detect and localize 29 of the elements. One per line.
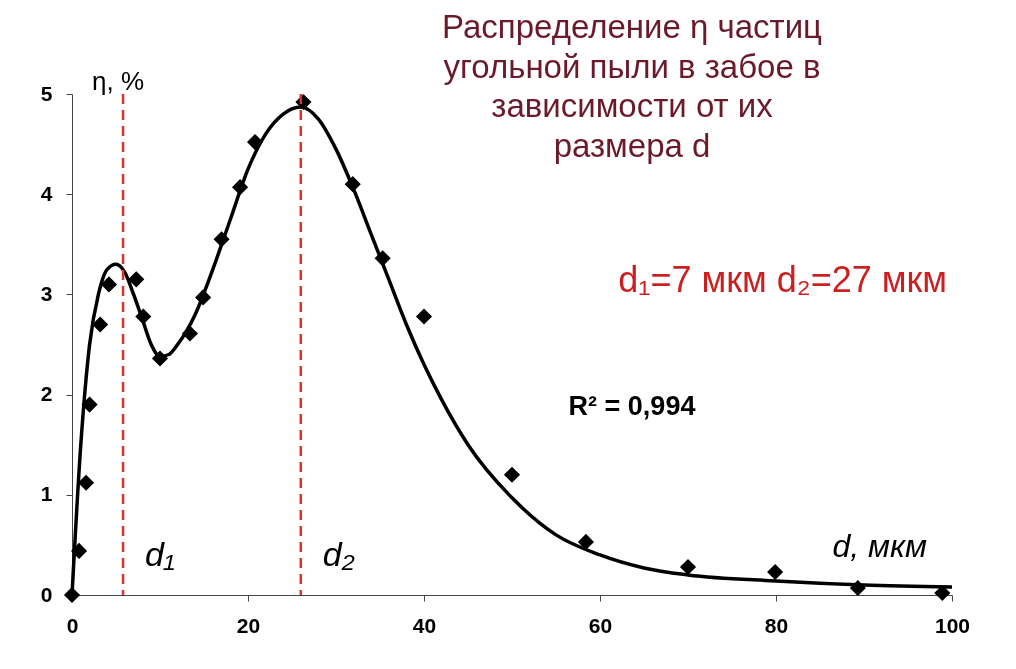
point xyxy=(128,271,145,288)
y-tick-label: 3 xyxy=(40,281,53,305)
y-tick-label: 4 xyxy=(40,181,53,205)
point xyxy=(679,558,697,576)
x-tick-label: 80 xyxy=(764,613,789,637)
chart-title: Распределение η частиц угольной пыли в забое в зависимости от их размера d xyxy=(442,8,823,164)
ref-line-label: d₂ xyxy=(322,535,355,573)
point xyxy=(92,316,109,333)
point xyxy=(577,533,594,550)
x-tick-label: 20 xyxy=(236,613,261,637)
x-axis-title: d, мкм xyxy=(832,528,928,564)
y-tick-label: 2 xyxy=(40,382,53,406)
ref-line-label: d₁ xyxy=(145,535,175,573)
point xyxy=(78,474,95,491)
x-tick-label: 60 xyxy=(588,613,613,637)
annotation: d₁=7 мкм d₂=27 мкм xyxy=(618,259,947,300)
point xyxy=(100,276,118,293)
y-tick-label: 5 xyxy=(40,81,53,105)
x-tick-label: 100 xyxy=(934,613,971,637)
y-tick-label: 1 xyxy=(40,482,53,506)
point xyxy=(503,466,521,483)
y-axis-title: η, % xyxy=(92,66,145,96)
point xyxy=(63,586,81,604)
point xyxy=(415,308,433,325)
point xyxy=(767,563,784,581)
y-tick-label: 0 xyxy=(40,582,53,606)
annotation: R² = 0,994 xyxy=(568,391,696,421)
x-tick-label: 0 xyxy=(66,613,79,637)
x-tick-label: 40 xyxy=(412,613,437,637)
